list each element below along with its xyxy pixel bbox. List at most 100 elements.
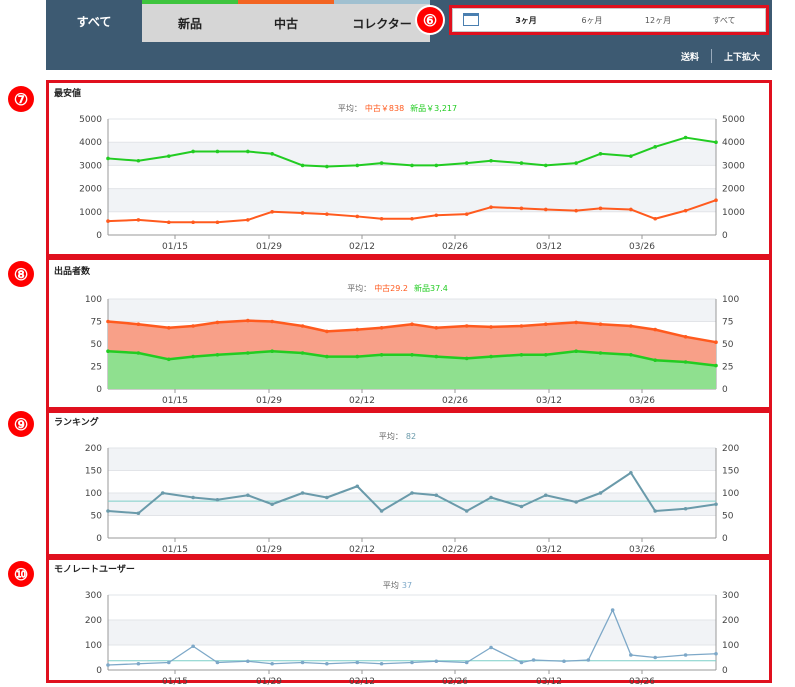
y-tick-label-right: 3000 xyxy=(722,161,745,171)
data-point xyxy=(714,502,718,507)
data-point xyxy=(136,218,141,222)
data-point xyxy=(434,213,439,218)
y-tick-label-right: 0 xyxy=(722,534,728,544)
y-tick-label-right: 100 xyxy=(722,489,739,499)
data-point xyxy=(519,206,524,211)
data-point xyxy=(714,198,718,202)
data-point xyxy=(610,608,615,612)
tab-collector[interactable]: コレクター xyxy=(334,0,430,42)
data-point xyxy=(410,660,414,665)
data-point xyxy=(106,349,110,354)
y-tick-label-right: 0 xyxy=(722,385,728,395)
data-point xyxy=(410,322,414,327)
data-point xyxy=(489,158,493,163)
y-tick-label-left: 0 xyxy=(96,385,102,395)
tab-all[interactable]: すべて xyxy=(46,0,142,42)
period-12-months[interactable]: 12ヶ月 xyxy=(644,15,672,25)
data-point xyxy=(300,660,305,665)
data-point xyxy=(191,354,195,359)
data-point xyxy=(410,491,414,495)
y-tick-label-right: 2000 xyxy=(722,185,745,195)
grid-band xyxy=(108,188,716,212)
data-point xyxy=(562,659,566,664)
x-tick-label: 03/12 xyxy=(536,677,562,687)
data-point xyxy=(543,163,548,168)
data-point xyxy=(215,149,220,154)
data-point xyxy=(191,220,195,225)
data-point xyxy=(300,163,305,168)
y-tick-label-right: 75 xyxy=(722,318,733,328)
y-tick-label-right: 100 xyxy=(722,641,739,651)
data-point xyxy=(167,660,171,665)
average-new: 新品37.4 xyxy=(414,284,448,293)
data-point xyxy=(434,659,439,664)
series-area-new xyxy=(108,351,716,389)
data-point xyxy=(246,351,250,355)
data-point xyxy=(543,322,548,327)
series-line xyxy=(107,609,717,666)
vertical-zoom-link[interactable]: 上下拡大 xyxy=(723,52,760,63)
y-tick-label-left: 0 xyxy=(96,231,102,241)
tab-new[interactable]: 新品 xyxy=(142,0,238,42)
y-tick-label-left: 75 xyxy=(91,318,102,328)
data-point xyxy=(246,149,250,154)
y-tick-label-left: 2000 xyxy=(79,185,102,195)
data-point xyxy=(519,353,524,357)
data-point xyxy=(136,322,141,327)
data-point xyxy=(653,327,657,332)
data-point xyxy=(191,495,195,500)
annotation-box-mono-users xyxy=(46,557,772,683)
data-point xyxy=(136,158,141,163)
x-tick-label: 03/26 xyxy=(629,545,655,555)
x-tick-label: 01/15 xyxy=(162,242,188,252)
x-tick-label: 02/26 xyxy=(442,242,468,252)
data-point xyxy=(714,363,718,368)
data-point xyxy=(215,660,220,665)
period-all[interactable]: すべて xyxy=(712,15,736,25)
data-point xyxy=(191,644,195,649)
data-point xyxy=(543,493,548,498)
badge-7: ⑦ xyxy=(8,86,34,112)
shipping-link[interactable]: 送料 xyxy=(680,52,699,63)
data-point xyxy=(586,658,591,662)
sub-links: 送料 上下拡大 xyxy=(669,44,772,68)
data-point xyxy=(653,655,657,660)
top-toolbar: すべて 新品 中古 コレクター 3ヶ月 6ヶ月 12ヶ月 すべて 送料 上下拡大 xyxy=(46,0,772,70)
divider xyxy=(710,49,712,63)
x-tick-label: 02/12 xyxy=(349,545,375,555)
data-point xyxy=(574,500,578,504)
sellers-average: 平均： 中古29.2 新品37.4 xyxy=(0,283,795,294)
y-tick-label-left: 0 xyxy=(96,666,102,676)
badge-6: ⑥ xyxy=(417,7,443,33)
x-tick-label: 02/12 xyxy=(349,242,375,252)
y-tick-label-left: 5000 xyxy=(79,115,102,125)
data-point xyxy=(598,491,603,495)
grid-band xyxy=(108,620,716,645)
x-tick-label: 03/26 xyxy=(629,396,655,406)
tab-used[interactable]: 中古 xyxy=(238,0,334,42)
data-point xyxy=(410,163,414,168)
period-6-months[interactable]: 6ヶ月 xyxy=(581,15,603,25)
data-point xyxy=(215,497,220,502)
x-tick-label: 02/12 xyxy=(349,396,375,406)
data-point xyxy=(325,354,329,359)
data-point xyxy=(355,327,360,332)
data-point xyxy=(355,354,360,359)
data-point xyxy=(379,326,384,330)
data-point xyxy=(653,358,657,363)
data-point xyxy=(410,216,414,221)
data-point xyxy=(106,663,110,667)
data-point xyxy=(325,164,329,169)
data-point xyxy=(629,353,633,357)
data-point xyxy=(683,360,688,364)
data-point xyxy=(270,502,274,507)
data-point xyxy=(167,357,171,362)
period-3-months[interactable]: 3ヶ月 xyxy=(515,15,537,25)
calendar-icon[interactable] xyxy=(463,13,479,26)
data-point xyxy=(191,149,195,154)
annotation-box-lowest-price xyxy=(46,80,772,257)
data-point xyxy=(464,212,469,216)
